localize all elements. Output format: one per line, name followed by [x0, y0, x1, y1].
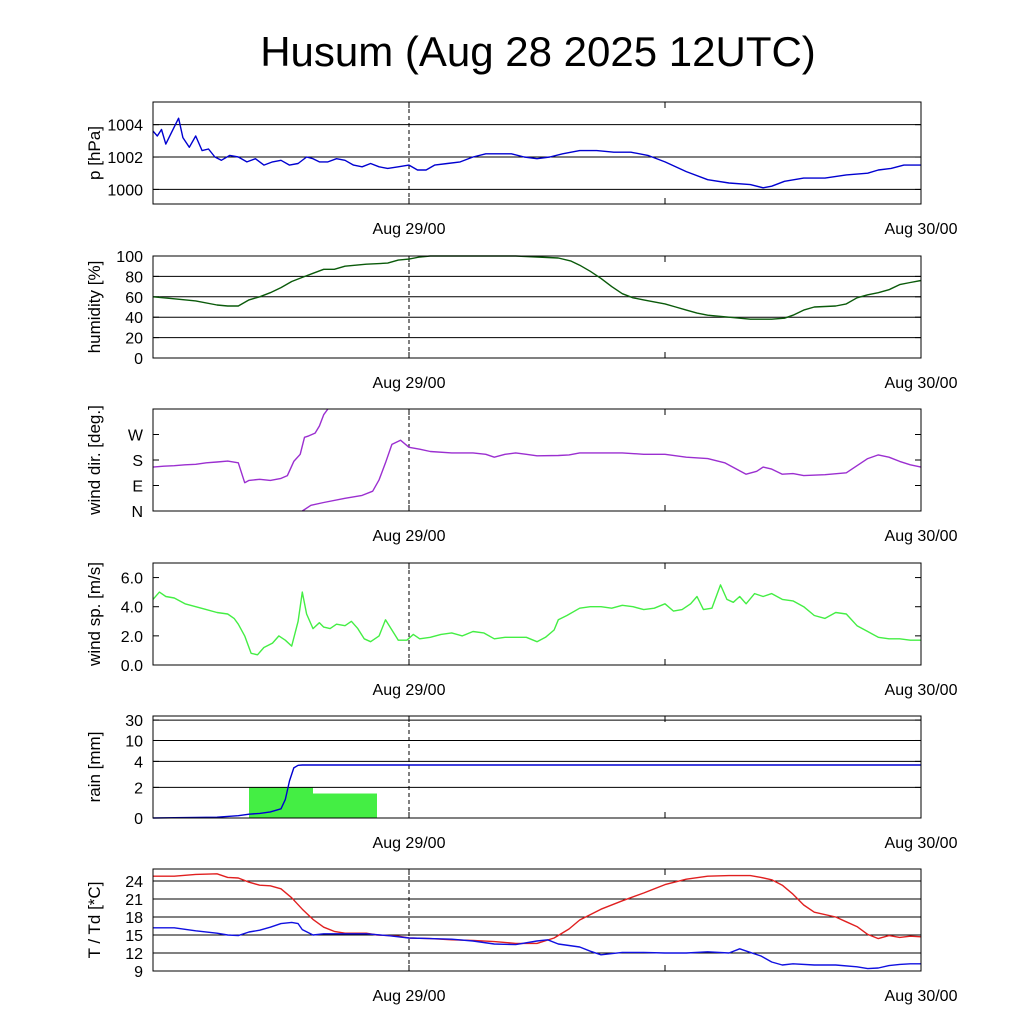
rain-xtick-label-0: Aug 29/00: [373, 835, 446, 852]
panel-wind_speed: 0.0 2.0 4.0 6.0 Aug 29/00 Aug 30/00 wind sp. […: [85, 562, 958, 699]
temperature-xtick-label-1: Aug 30/00: [885, 988, 958, 1005]
pressure-xtick-label-1: Aug 30/00: [885, 221, 958, 238]
wind_speed-frame: [152, 562, 922, 666]
pressure-xtick-label-0: Aug 29/00: [373, 221, 446, 238]
wind_speed-xtick-label-0: Aug 29/00: [373, 682, 446, 699]
panel-humidity: 0 20 40 60 80 100 Aug 29/00 Aug 30/00 humidity […: [85, 249, 958, 392]
humidity-ylabel: humidity [%]: [85, 261, 104, 354]
temperature-frame: [152, 868, 922, 972]
rain-ytick-label-0: 0: [134, 811, 143, 828]
humidity-series-line-0: [152, 255, 922, 320]
wind_speed-ylabel: wind sp. [m/s]: [85, 562, 104, 667]
wind_direction-xtick-label-1: Aug 30/00: [885, 528, 958, 545]
rain-xtick-label-1: Aug 30/00: [885, 835, 958, 852]
wind_direction-xtick-label-0: Aug 29/00: [373, 528, 446, 545]
pressure-ytick-label-0: 1000: [107, 182, 143, 199]
temperature-ytick-label-3: 18: [125, 910, 143, 927]
rain-ytick-label-1: 2: [134, 780, 143, 797]
wind_speed-ytick-label-1: 2.0: [121, 629, 143, 646]
temperature-xtick-label-0: Aug 29/00: [373, 988, 446, 1005]
pressure-ylabel: p [hPa]: [85, 126, 104, 180]
humidity-xtick-label-1: Aug 30/00: [885, 375, 958, 392]
temperature-series-line-1: [153, 921, 921, 970]
wind_direction-ytick-label-2: S: [132, 453, 143, 470]
wind_speed-series-line-0: [152, 584, 921, 656]
panel-pressure: 1000 1002 1004 Aug 29/00 Aug 30/00 p [hPa]: [85, 101, 958, 238]
pressure-series-line-0: [152, 117, 921, 189]
wind_speed-xtick-label-1: Aug 30/00: [885, 682, 958, 699]
pressure-frame: [152, 101, 922, 205]
wind_direction-ytick-label-1: E: [132, 479, 143, 496]
pressure-ytick-label-1: 1002: [107, 150, 143, 167]
rain-ytick-label-3: 10: [125, 733, 143, 750]
humidity-xtick-label-0: Aug 29/00: [373, 375, 446, 392]
temperature-ytick-label-1: 12: [125, 946, 143, 963]
humidity-ytick-label-4: 80: [125, 269, 143, 286]
pressure-ytick-label-2: 1004: [107, 118, 143, 135]
wind_direction-series-line-1: [301, 439, 922, 512]
rain-ylabel: rain [mm]: [85, 732, 104, 803]
panel-rain: 0 2 4 10 30 Aug 29/00 Aug 30/00 rain [mm]: [85, 713, 958, 852]
temperature-ytick-label-5: 24: [125, 874, 143, 891]
temperature-ylabel: T / Td [*C]: [85, 882, 104, 959]
wind_direction-frame: [152, 408, 922, 512]
wind_speed-ytick-label-2: 4.0: [121, 600, 143, 617]
temperature-ytick-label-2: 15: [125, 928, 143, 945]
wind_direction-ytick-label-0: N: [131, 504, 143, 521]
rain-bar-1: [313, 793, 377, 818]
rain-ytick-label-4: 30: [125, 713, 143, 730]
temperature-series-line-0: [153, 873, 922, 945]
humidity-frame: [152, 255, 922, 359]
humidity-ytick-label-2: 40: [125, 310, 143, 327]
rain-ytick-label-2: 4: [134, 754, 143, 771]
humidity-ytick-label-1: 20: [125, 331, 143, 348]
wind_direction-series-line-0: [152, 408, 329, 484]
rain-series-line-0: [152, 764, 921, 819]
temperature-ytick-label-4: 21: [125, 892, 143, 909]
humidity-ytick-label-5: 100: [116, 249, 143, 266]
humidity-ytick-label-3: 60: [125, 290, 143, 307]
temperature-ytick-label-0: 9: [134, 964, 143, 981]
wind_direction-ytick-label-3: W: [128, 428, 144, 445]
wind_direction-ylabel: wind dir. [deg.]: [85, 405, 104, 516]
wind_speed-ytick-label-0: 0.0: [121, 658, 143, 675]
wind_speed-ytick-label-3: 6.0: [121, 571, 143, 588]
chart-title: Husum (Aug 28 2025 12UTC): [260, 28, 816, 75]
humidity-ytick-label-0: 0: [134, 351, 143, 368]
rain-frame: [152, 715, 922, 819]
